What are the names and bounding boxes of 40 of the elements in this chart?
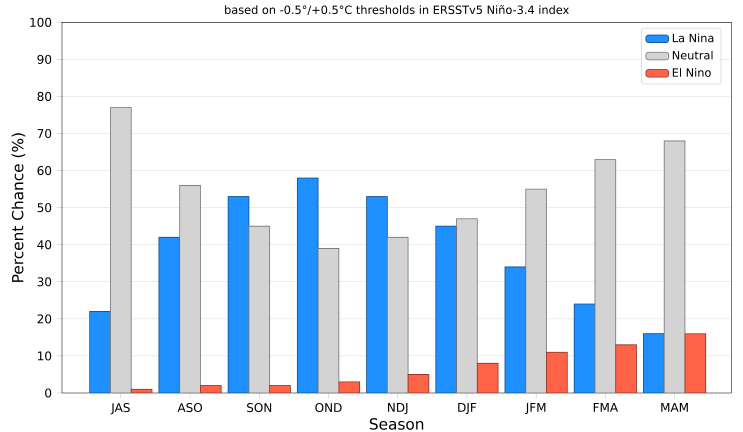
y-tick-label: 30 <box>38 277 52 286</box>
x-tick-label: DJF <box>458 403 476 414</box>
x-tick-label: MAM <box>661 403 688 412</box>
x-tick-label: OND <box>315 403 342 412</box>
legend-label: El Nino <box>672 68 711 77</box>
x-tick-label: JFM <box>525 403 546 414</box>
y-tick-label: 70 <box>38 128 52 138</box>
y-tick-label: 80 <box>38 92 52 101</box>
bar <box>228 196 250 393</box>
bar <box>158 236 180 393</box>
bar <box>408 374 430 393</box>
y-tick-label: 0 <box>45 388 52 398</box>
x-tick-label: NDJ <box>388 403 408 414</box>
bar <box>476 362 498 393</box>
bar <box>615 344 637 393</box>
y-tick-label: 60 <box>38 166 52 176</box>
legend-label: Neutral <box>672 50 713 60</box>
bar <box>296 178 319 393</box>
y-tick-label: 90 <box>37 54 52 64</box>
chart-title: based on -0.5°/+0.5°C thresholds in ERSSTv5 Niño-3.4 index <box>225 5 569 15</box>
bar <box>89 311 111 393</box>
bar <box>546 352 568 393</box>
x-tick-label: ASO <box>178 403 202 412</box>
x-tick-label: JAS <box>110 403 130 414</box>
y-tick-label: 20 <box>38 314 52 324</box>
bar <box>435 226 457 393</box>
legend-label: La Nina <box>672 33 714 42</box>
y-tick-label: 40 <box>37 240 52 250</box>
y-tick-label: 100 <box>30 18 52 27</box>
y-axis-title: Percent Chance (%) <box>12 133 26 282</box>
x-axis-title: Season <box>370 418 424 430</box>
y-tick-label: 50 <box>38 203 52 212</box>
bar <box>574 304 596 393</box>
bar <box>684 333 706 393</box>
x-tick-label: SON <box>247 403 272 412</box>
bar <box>366 196 388 393</box>
x-tick-label: FMA <box>594 403 618 412</box>
bar <box>643 333 665 393</box>
y-tick-label: 10 <box>38 351 52 360</box>
bar <box>504 266 526 393</box>
